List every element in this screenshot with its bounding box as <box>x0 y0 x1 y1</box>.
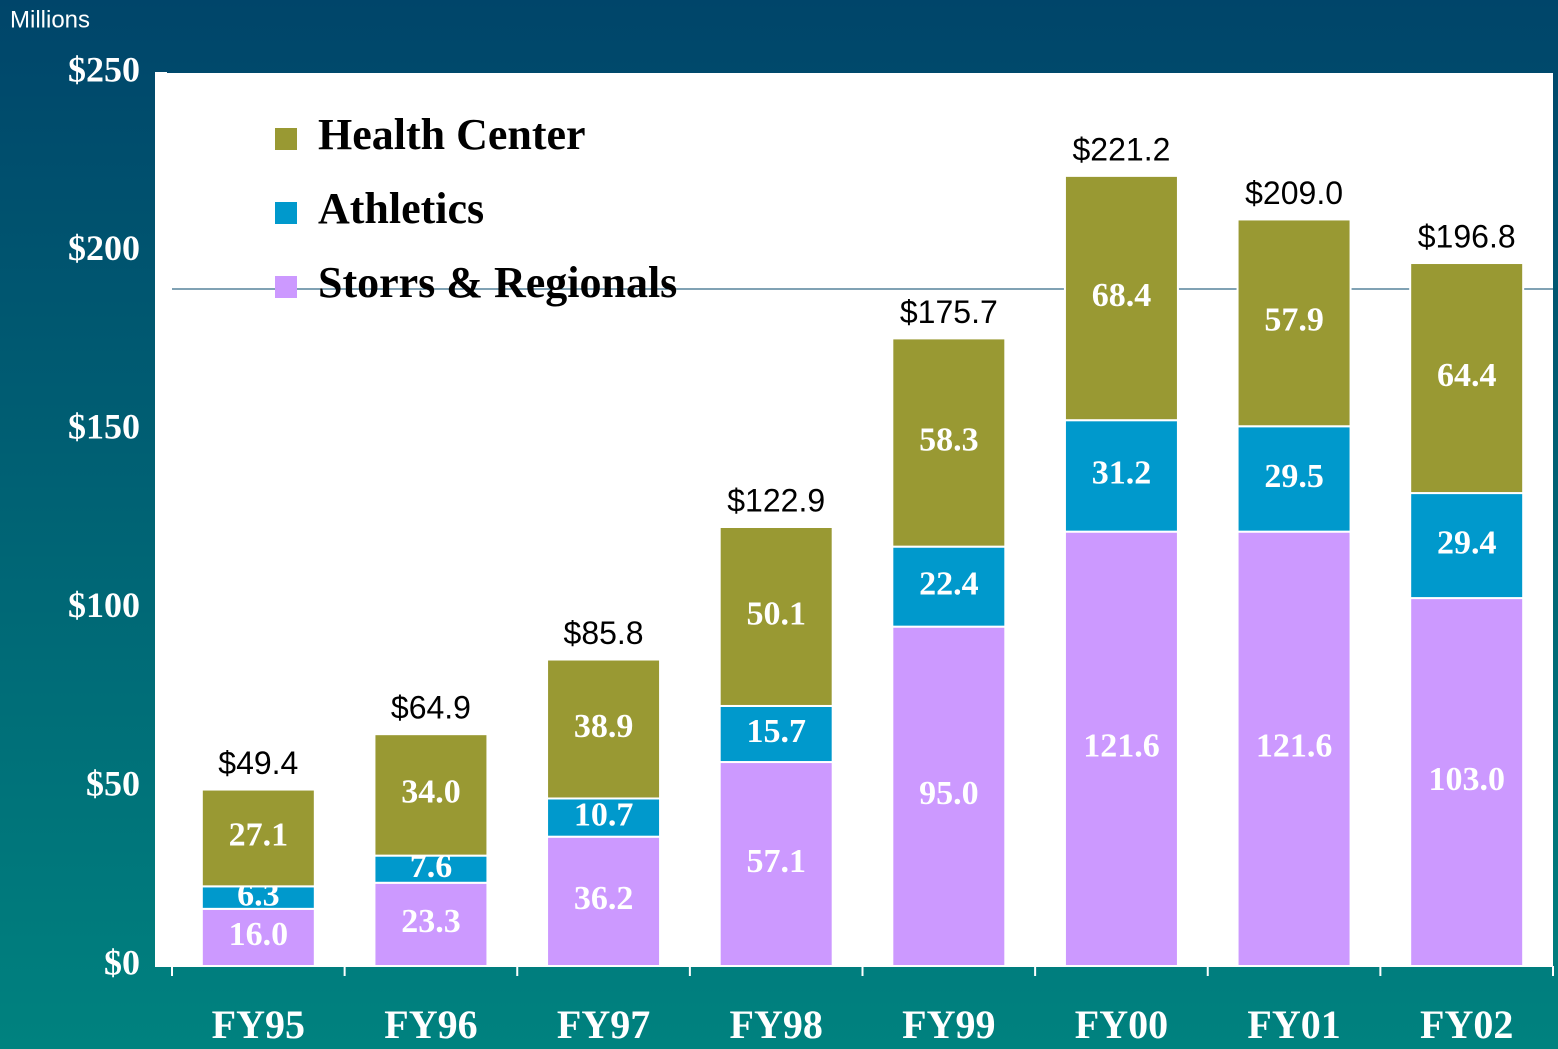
segment-label: 10.7 <box>574 796 634 833</box>
legend-label: Athletics <box>318 184 484 233</box>
bar-segment <box>546 797 662 838</box>
bar-segment <box>373 881 489 967</box>
segment-label: 22.4 <box>919 565 979 602</box>
total-label: $221.2 <box>1073 131 1171 167</box>
bar-segment <box>891 545 1007 628</box>
x-tick-label: FY02 <box>1420 1002 1513 1047</box>
segment-label: 58.3 <box>919 421 979 458</box>
bar-segment <box>1063 419 1179 533</box>
segment-label: 15.7 <box>746 713 806 750</box>
segment-label: 68.4 <box>1092 277 1152 314</box>
legend-swatch <box>275 202 297 224</box>
bar-segment <box>200 907 316 968</box>
bar-segment <box>1063 174 1179 422</box>
total-label: $85.8 <box>564 615 644 651</box>
total-label: $122.9 <box>727 482 825 518</box>
segment-label: 16.0 <box>229 916 289 953</box>
bar-segment <box>546 835 662 967</box>
bar-segment <box>200 788 316 888</box>
segment-label: 29.5 <box>1264 458 1324 495</box>
total-label: $64.9 <box>391 690 471 726</box>
segment-label: 38.9 <box>574 708 634 745</box>
segment-label: 23.3 <box>401 903 461 940</box>
segment-label: 95.0 <box>919 775 979 812</box>
bar-segment <box>718 704 834 764</box>
y-tick-label: $200 <box>68 228 140 268</box>
y-tick-label: $50 <box>86 764 140 804</box>
segment-label: 103.0 <box>1428 761 1505 798</box>
legend-swatch <box>275 128 297 150</box>
segment-label: 27.1 <box>229 817 289 854</box>
segment-label: 29.4 <box>1437 524 1497 561</box>
x-tick-label: FY95 <box>212 1002 305 1047</box>
x-tick-label: FY96 <box>384 1002 477 1047</box>
total-label: $209.0 <box>1245 175 1343 211</box>
bar-segment <box>1409 262 1525 495</box>
bar-segment <box>718 526 834 707</box>
total-label: $196.8 <box>1418 218 1516 254</box>
segment-label: 57.1 <box>746 843 806 880</box>
segment-label: 121.6 <box>1256 728 1333 765</box>
segment-label: 31.2 <box>1092 455 1152 492</box>
bar-segment <box>1236 218 1352 428</box>
total-label: $49.4 <box>218 745 298 781</box>
bar-segment <box>373 733 489 857</box>
segment-label: 34.0 <box>401 774 461 811</box>
segment-label: 50.1 <box>746 595 806 632</box>
x-tick-label: FY97 <box>557 1002 650 1047</box>
bar-segment <box>1063 530 1179 967</box>
segment-label: 64.4 <box>1437 357 1497 394</box>
y-tick-label: $150 <box>68 406 140 446</box>
y-tick-label: $250 <box>68 49 140 89</box>
bar-segment <box>1409 492 1525 600</box>
y-tick-label: $100 <box>68 585 140 625</box>
segment-label: 57.9 <box>1264 302 1324 339</box>
segment-label: 121.6 <box>1083 728 1160 765</box>
bar-segment <box>1236 425 1352 533</box>
unit-label: Millions <box>10 6 90 33</box>
bar-segment <box>891 337 1007 548</box>
bar-segment <box>718 761 834 968</box>
x-tick-label: FY99 <box>902 1002 995 1047</box>
legend-label: Health Center <box>318 110 586 159</box>
legend-swatch <box>275 276 297 298</box>
x-tick-label: FY00 <box>1075 1002 1168 1047</box>
x-tick-label: FY01 <box>1247 1002 1340 1047</box>
total-label: $175.7 <box>900 294 998 330</box>
y-tick-label: $0 <box>104 942 140 982</box>
x-tick-label: FY98 <box>730 1002 823 1047</box>
legend-label: Storrs & Regionals <box>318 258 677 307</box>
bar-segment <box>546 658 662 800</box>
segment-label: 36.2 <box>574 880 634 917</box>
